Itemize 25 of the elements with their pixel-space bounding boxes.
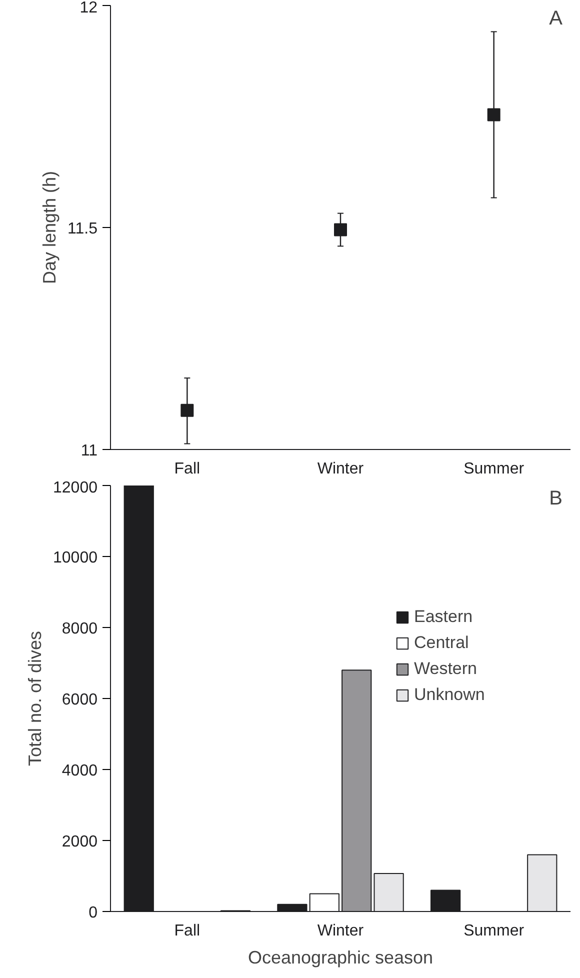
y-axis-title: Day length (h) <box>40 170 60 284</box>
y-tick-label: 12 <box>80 0 98 16</box>
y-tick-label: 8000 <box>62 620 98 638</box>
annotation: A <box>549 8 564 30</box>
y-tick-label: 11 <box>80 442 98 460</box>
y-tick-label: 2000 <box>62 834 98 850</box>
legend-label: Eastern <box>414 607 473 628</box>
x-axis-title: Oceanographic season <box>248 948 434 968</box>
y-tick-label: 4000 <box>62 762 98 780</box>
x-tick-label: Fall <box>174 460 200 478</box>
y-tick-label: 6000 <box>62 692 98 708</box>
y-tick-label: 10000 <box>53 550 98 566</box>
x-tick-label: Summer <box>464 922 525 940</box>
x-tick-label: Summer <box>464 460 525 478</box>
x-tick-label: Winter <box>317 460 364 478</box>
y-axis-title: Total no. of dives <box>25 630 46 766</box>
legend-label: Unknown <box>414 685 485 706</box>
legend-label: Western <box>414 659 477 680</box>
x-tick-label: Fall <box>174 922 200 940</box>
annotation: B <box>549 488 563 510</box>
legend-label: Central <box>414 633 469 654</box>
x-tick-label: Winter <box>317 922 364 940</box>
y-tick-label: 12000 <box>53 480 98 496</box>
y-tick-label: 0 <box>88 904 98 922</box>
y-tick-label: 11.5 <box>68 220 98 238</box>
